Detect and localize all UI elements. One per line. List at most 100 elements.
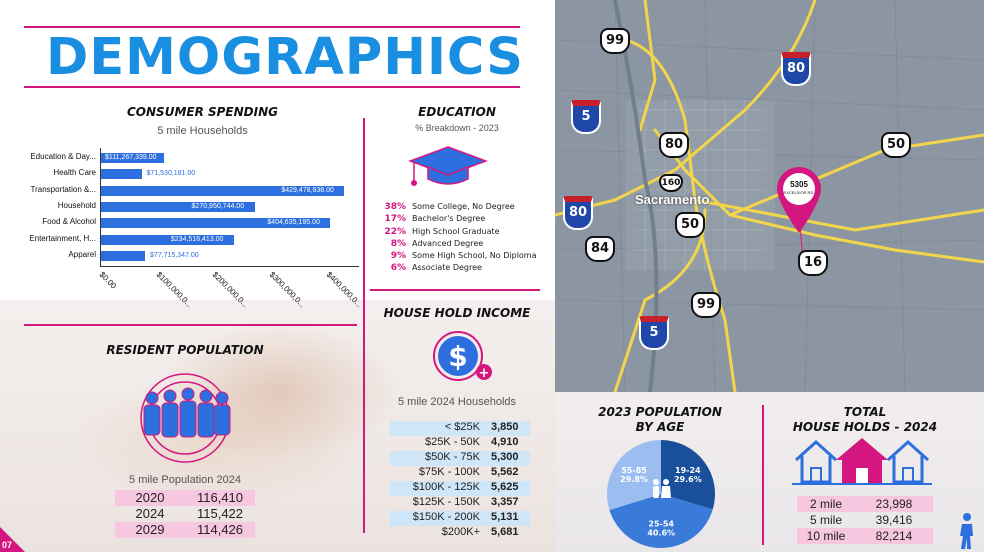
bar-value-label: $270,950,744.00 — [191, 202, 245, 210]
interstate-shield-80-west: 80 — [563, 196, 593, 230]
route-shield-50-east: 50 — [675, 212, 705, 238]
bar-category-label: Household — [57, 200, 96, 210]
route-shield-99-south: 99 — [691, 292, 721, 318]
x-tick-label: $0.00 — [97, 270, 119, 291]
houses-icon — [792, 436, 932, 491]
bar-category-label: Apparel — [68, 249, 96, 259]
bar-value-label: $429,478,638.00 — [281, 186, 334, 194]
route-shield-160: 160 — [659, 174, 683, 192]
income-row: $75K - 100K 5,562 — [418, 466, 519, 478]
population-age-pie-chart: 19-24 29.6% 25-54 40.6% 55-85 29.8% — [605, 438, 717, 550]
consumer-spending-chart: Education & Day... $111,267,339.00 Health … — [0, 0, 370, 330]
route-shield-50: 50 — [881, 132, 911, 158]
resident-population-heading: RESIDENT POPULATION — [106, 343, 264, 357]
graduation-cap-icon — [407, 145, 489, 198]
page-title: DEMOGRAPHICS — [46, 28, 525, 87]
people-group-icon — [130, 372, 240, 469]
pie-slice-percent: 40.6% — [647, 528, 675, 537]
education-row: 17% Bachelor's Degree — [384, 214, 486, 225]
income-row: $50K - 75K 5,300 — [390, 451, 530, 466]
bar — [101, 153, 165, 163]
location-pin-icon[interactable] — [775, 165, 823, 240]
route-shield-99: 99 — [600, 28, 630, 54]
bar-value-label: $77,715,347.00 — [150, 251, 199, 259]
income-row: < $25K 3,850 — [390, 421, 530, 436]
bar-value-label: $234,516,413.00 — [170, 235, 224, 243]
education-row: 38% Some College, No Degree — [384, 202, 515, 212]
pie-slice — [607, 440, 661, 511]
city-label: Sacramento — [635, 192, 710, 207]
bottom-divider — [762, 405, 764, 545]
bar — [101, 169, 142, 180]
bar-category-label: Entertainment, H... — [29, 233, 96, 243]
section-divider-left — [24, 324, 357, 326]
x-tick-label: $400,000,0... — [324, 270, 364, 310]
pin-address-number: 5305 — [790, 180, 808, 189]
income-row: $150K - 200K 5,131 — [390, 511, 530, 526]
income-row: $25K - 50K 4,910 — [424, 436, 519, 448]
total-households-table: 2 mile 23,998 5 mile 39,416 10 mile 82,214 — [797, 496, 933, 544]
dollar-plus-icon: $ + — [428, 330, 498, 391]
bar — [101, 185, 345, 196]
route-shield-16: 16 — [798, 250, 828, 276]
population-row: 2020 116,410 — [115, 490, 255, 506]
bar — [101, 250, 146, 261]
income-row: $100K - 125K 5,625 — [390, 481, 530, 496]
svg-text:+: + — [479, 366, 490, 381]
consumer-spending-subtitle: 5 mile Households — [157, 125, 248, 137]
bar — [101, 201, 255, 212]
bar-category-label: Food & Alcohol — [42, 217, 96, 227]
pie-slice-percent: 29.6% — [674, 475, 702, 484]
education-heading: EDUCATION — [418, 105, 496, 119]
family-icon — [653, 479, 671, 498]
pie-slice-percent: 29.8% — [620, 475, 648, 484]
bar — [101, 234, 234, 245]
pie-slice-label: 19-24 — [675, 466, 701, 475]
income-row: $200K+ 5,681 — [441, 526, 519, 538]
page-number: 07 — [2, 540, 13, 550]
pie-slice-label: 25-54 — [648, 519, 674, 528]
education-subtitle: % Breakdown - 2023 — [415, 123, 499, 133]
route-shield-80: 80 — [659, 132, 689, 158]
column-divider — [363, 118, 365, 533]
population-age-heading-1: 2023 POPULATION — [598, 405, 722, 419]
household-income-heading: HOUSE HOLD INCOME — [383, 306, 531, 320]
education-row: 6% Associate Degree — [390, 263, 482, 274]
bar-value-label: $404,635,195.00 — [267, 219, 320, 227]
resident-population-subtitle: 5 mile Population 2024 — [129, 474, 241, 486]
income-row: $125K - 150K 3,357 — [412, 496, 519, 508]
education-row: 22% High School Graduate — [384, 226, 500, 237]
education-row: 9% Some High School, No Diploma — [390, 251, 537, 262]
total-households-heading-2: HOUSE HOLDS - 2024 — [792, 420, 938, 434]
interstate-shield-5: 5 — [571, 100, 601, 134]
household-income-subtitle: 5 mile 2024 Households — [397, 396, 517, 408]
pie-slice — [661, 440, 715, 510]
chart-axis — [100, 148, 359, 267]
households-row: 5 mile 39,416 — [809, 513, 913, 527]
population-row: 2024 115,422 — [135, 506, 244, 521]
svg-text:$: $ — [448, 340, 467, 373]
bar-category-label: Health Care — [53, 168, 96, 178]
consumer-spending-heading: CONSUMER SPENDING — [127, 105, 278, 119]
household-income-table: < $25K 3,850 $25K - 50K 4,910 $50K - 75K 5,… — [390, 421, 530, 541]
bar — [101, 218, 331, 229]
education-list: 38% Some College, No Degree 17% Bachelor's… — [374, 202, 554, 276]
area-map[interactable]: 99 80 5 80 50 160 80 50 84 16 99 5 Sacra… — [555, 0, 984, 392]
population-row: 2029 114,426 — [115, 522, 255, 538]
x-tick-label: $200,000,0... — [210, 270, 251, 310]
interstate-shield-80: 80 — [781, 52, 811, 86]
pin-address-street: EXCELSIOR RD. — [783, 190, 815, 195]
bar-category-label: Transportation &... — [30, 184, 96, 194]
title-bottom-rule — [24, 86, 520, 88]
section-divider-mid — [370, 289, 540, 291]
total-households-heading-1: TOTAL — [843, 405, 887, 419]
title-top-rule — [24, 26, 520, 28]
pie-slice-label: 55-85 — [621, 466, 647, 475]
interstate-shield-5-south: 5 — [639, 316, 669, 350]
resident-population-table: 2020 116,410 2024 115,422 2029 114,426 — [115, 490, 255, 538]
bar-value-label: $111,267,339.00 — [105, 154, 157, 161]
x-tick-label: $300,000,0... — [267, 270, 308, 310]
bar-value-label: $71,530,181.00 — [146, 170, 196, 178]
pie-slice — [609, 494, 713, 548]
walking-person-icon — [956, 512, 978, 555]
